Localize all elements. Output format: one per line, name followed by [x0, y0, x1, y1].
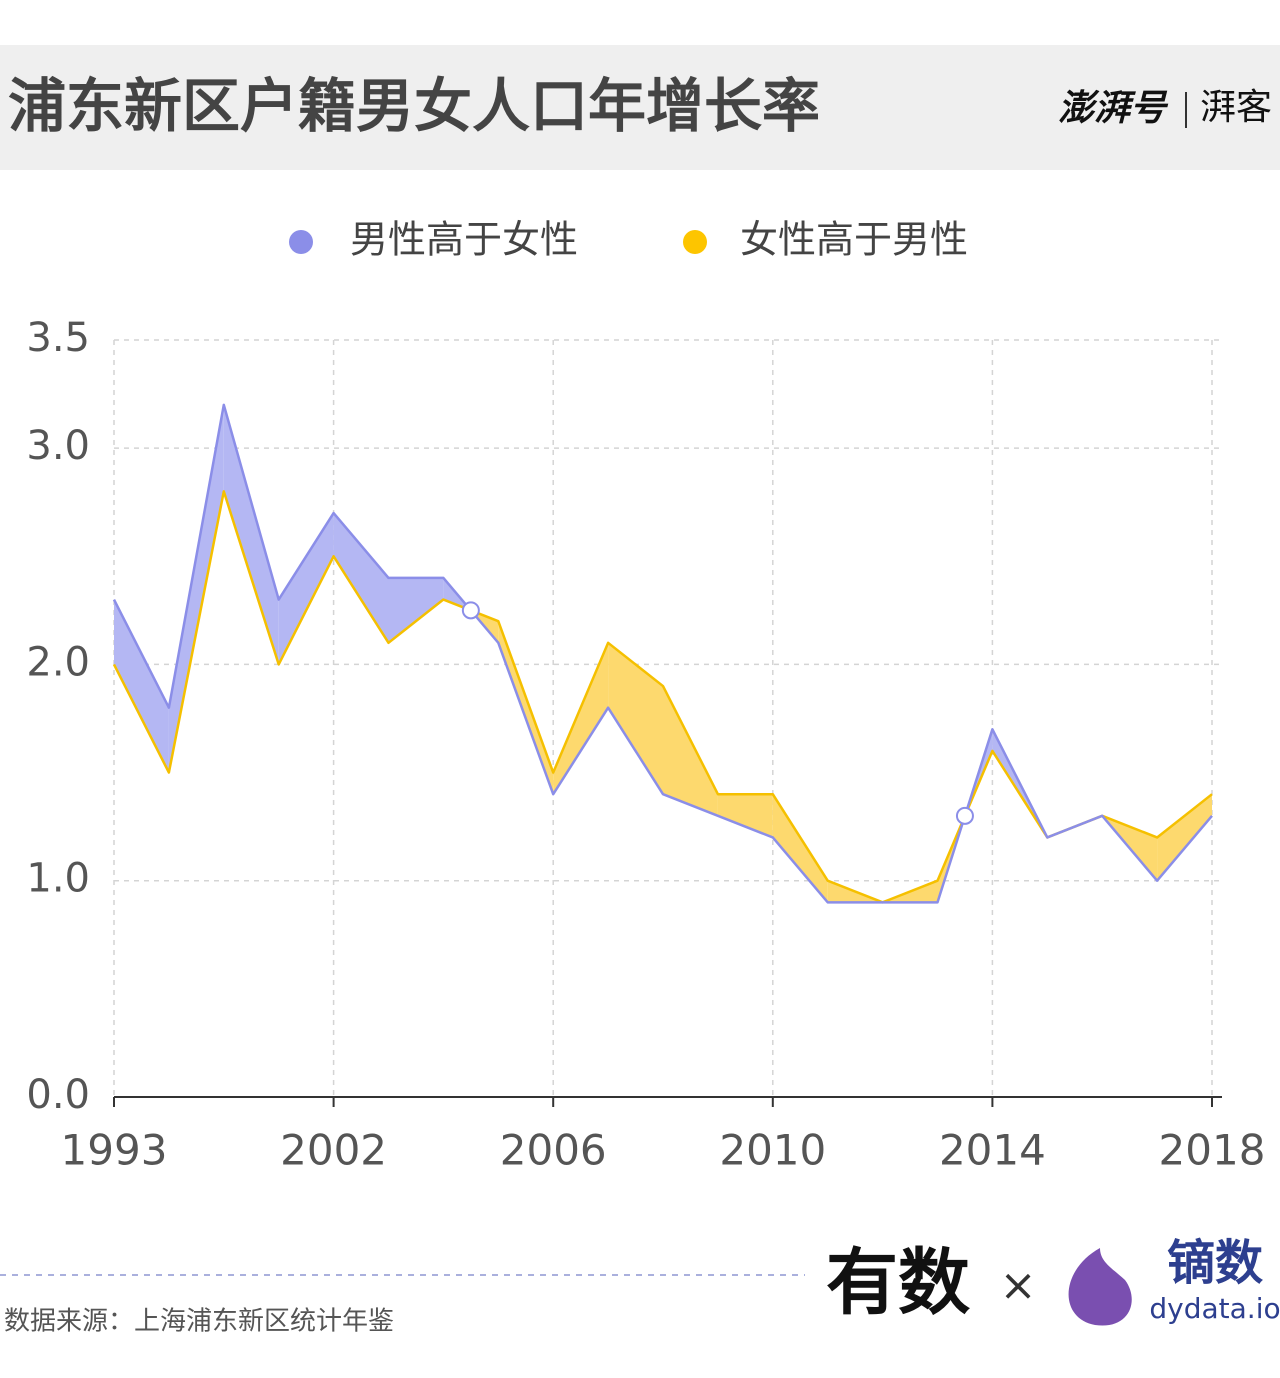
crossing-marker [461, 601, 480, 620]
band-fill [278, 513, 334, 665]
band-fill [333, 513, 389, 643]
y-tick-label: 3.0 [26, 423, 90, 469]
band-fill [388, 577, 444, 643]
x-tick-label: 2010 [719, 1126, 826, 1175]
brand-left: 澎湃号 [1058, 88, 1169, 129]
brand-right: 湃客 [1200, 87, 1272, 128]
x-tick-label: 1993 [61, 1126, 168, 1175]
chart-title: 浦东新区户籍男女人口年增长率 [8, 72, 820, 140]
logo-cross: × [1000, 1260, 1037, 1311]
series-line [112, 490, 1213, 904]
source: 数据来源：上海浦东新区统计年鉴 [4, 1307, 394, 1337]
legend-label: 女性高于男性 [740, 218, 968, 262]
band-fill [168, 404, 224, 773]
header-band [0, 45, 1280, 170]
band-fill [498, 621, 554, 795]
band-fill [663, 686, 718, 816]
y-tick-label: 3.5 [26, 315, 90, 361]
y-tick-label: 1.0 [26, 856, 90, 902]
y-tick-label: 0.0 [26, 1072, 90, 1118]
band-fill [1157, 794, 1212, 881]
logo-right: 镝数 [1167, 1235, 1263, 1291]
x-tick-label: 2006 [500, 1126, 607, 1175]
band-fill [553, 642, 609, 795]
logo-site: dydata.io [1149, 1292, 1280, 1325]
y-tick-label: 2.0 [26, 639, 90, 685]
series-line [112, 403, 1213, 904]
band-fill [608, 642, 663, 795]
x-tick-label: 2018 [1159, 1126, 1266, 1175]
logo-left: 有数 [826, 1241, 970, 1325]
band-fill [223, 404, 279, 665]
logo-icon [1068, 1248, 1132, 1326]
x-tick-label: 2002 [280, 1126, 387, 1175]
band-fill [114, 599, 169, 773]
legend-dot [289, 230, 313, 254]
crossing-marker [955, 806, 974, 825]
legend-label: 男性高于女性 [350, 218, 578, 262]
legend-dot [683, 230, 707, 254]
x-tick-label: 2014 [939, 1126, 1046, 1175]
band-fill [717, 794, 773, 838]
band-fill [772, 794, 828, 903]
